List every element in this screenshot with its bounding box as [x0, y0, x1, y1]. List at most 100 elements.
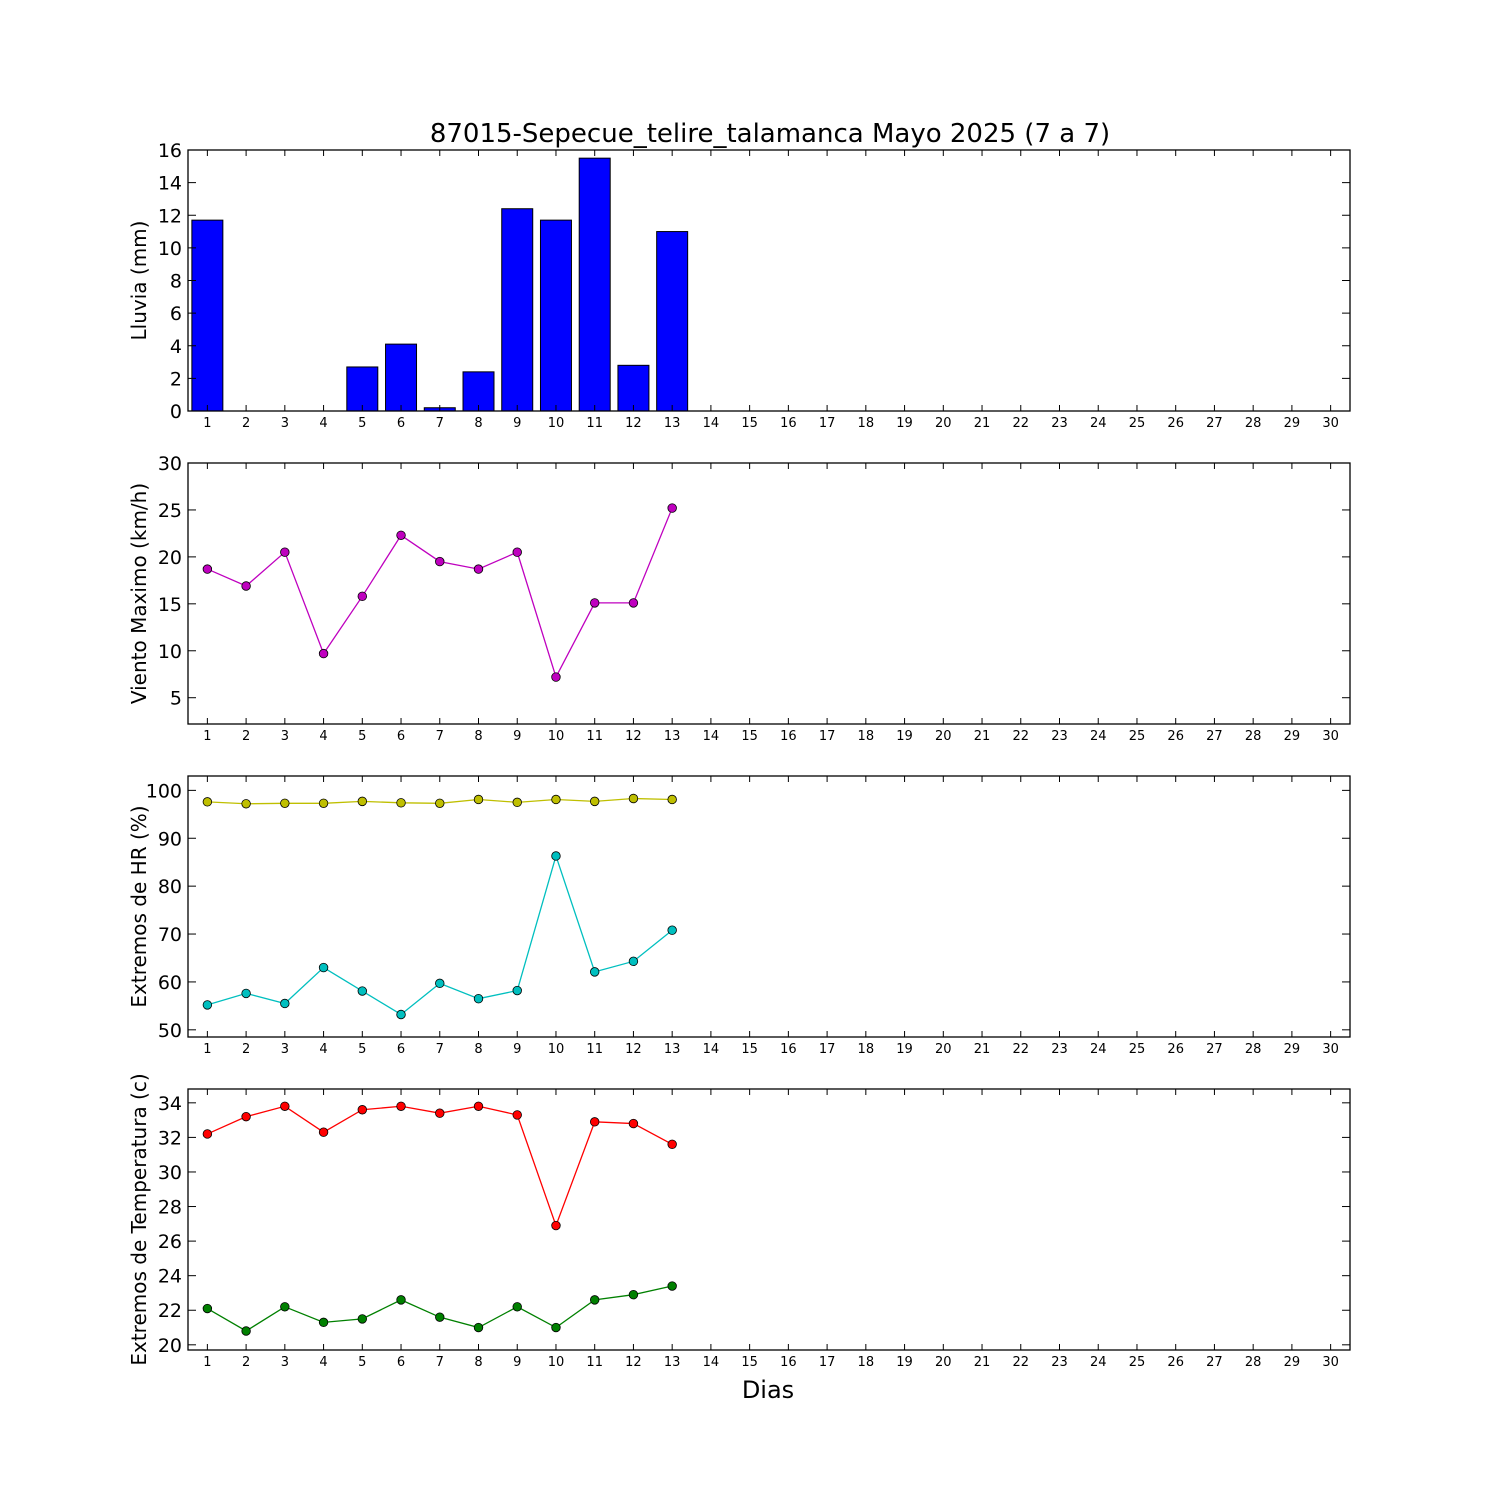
x-tick-label: 11: [586, 729, 603, 744]
x-tick-label: 15: [741, 729, 758, 744]
data-point: [357, 796, 368, 807]
x-tick-label: 5: [358, 1042, 366, 1057]
x-tick-label: 9: [513, 729, 521, 744]
x-tick-label: 14: [703, 1042, 720, 1057]
bar: [501, 208, 534, 412]
x-tick-label: 13: [664, 729, 681, 744]
data-point: [473, 564, 484, 574]
x-tick-label: 10: [548, 1355, 565, 1370]
y-tick-label: 100: [146, 780, 182, 802]
data-point: [628, 598, 639, 608]
data-point: [396, 1101, 406, 1111]
data-point: [551, 1220, 561, 1231]
data-point: [590, 796, 600, 807]
series-1: [202, 503, 677, 682]
series-2: [202, 851, 677, 1020]
data-point: [628, 1118, 639, 1129]
data-point: [590, 598, 600, 608]
x-tick-label: 5: [358, 729, 366, 744]
x-tick-label: 8: [474, 1042, 482, 1057]
x-tick-label: 29: [1284, 416, 1301, 431]
x-tick-label: 16: [780, 416, 797, 431]
x-tick-label: 4: [319, 1042, 327, 1057]
x-tick-label: 1: [203, 1042, 211, 1057]
data-point: [202, 797, 213, 807]
x-tick-label: 25: [1129, 416, 1146, 431]
x-tick-label: 7: [436, 729, 444, 744]
data-point: [512, 1110, 522, 1120]
data-point: [202, 564, 213, 574]
x-tick-label: 27: [1206, 1042, 1223, 1057]
x-tick-label: 8: [474, 1355, 482, 1370]
x-axis-label: Dias: [742, 1376, 794, 1404]
data-point: [396, 1295, 406, 1305]
series-1: [202, 1101, 677, 1231]
y-tick-label: 30: [158, 1162, 182, 1184]
data-point: [318, 962, 329, 973]
y-tick-label: 60: [158, 972, 182, 994]
x-tick-label: 18: [858, 729, 875, 744]
y-tick-label: 26: [158, 1231, 182, 1253]
data-point: [396, 1009, 406, 1020]
data-point: [280, 1302, 290, 1312]
y-tick-label: 28: [158, 1197, 182, 1219]
x-tick-label: 29: [1284, 729, 1301, 744]
data-point: [667, 503, 677, 513]
bar: [346, 366, 379, 412]
data-point: [512, 1302, 522, 1312]
data-point: [202, 1303, 213, 1314]
x-tick-label: 30: [1322, 1042, 1339, 1057]
x-tick-label: 14: [703, 416, 720, 431]
x-tick-label: 10: [548, 416, 565, 431]
data-point: [435, 1108, 445, 1118]
data-point: [318, 1317, 329, 1328]
x-tick-label: 21: [974, 416, 991, 431]
x-tick-label: 19: [896, 1042, 913, 1057]
x-tick-label: 12: [625, 416, 642, 431]
x-tick-label: 21: [974, 1042, 991, 1057]
x-tick-label: 4: [319, 1355, 327, 1370]
x-tick-label: 1: [203, 1355, 211, 1370]
x-tick-label: 19: [896, 416, 913, 431]
plot-frame: [187, 462, 1351, 725]
x-tick-label: 24: [1090, 1355, 1107, 1370]
x-tick-label: 4: [319, 416, 327, 431]
y-tick-label: 10: [158, 238, 182, 260]
data-point: [590, 967, 600, 977]
data-point: [357, 1105, 368, 1115]
x-tick-label: 30: [1322, 416, 1339, 431]
x-tick-label: 2: [242, 1042, 250, 1057]
x-tick-label: 2: [242, 416, 250, 431]
x-tick-label: 17: [819, 1355, 836, 1370]
x-tick-label: 20: [935, 729, 952, 744]
series-1: [202, 793, 677, 809]
x-tick-label: 19: [896, 1355, 913, 1370]
x-tick-label: 27: [1206, 416, 1223, 431]
data-point: [202, 1000, 213, 1010]
data-point: [435, 798, 445, 809]
data-point: [396, 798, 406, 808]
x-tick-label: 1: [203, 416, 211, 431]
data-point: [202, 1129, 213, 1139]
x-tick-label: 20: [935, 1355, 952, 1370]
x-tick-label: 29: [1284, 1042, 1301, 1057]
data-point: [512, 985, 522, 996]
data-point: [590, 1295, 600, 1305]
y-tick-label: 8: [170, 271, 182, 293]
y-tick-label: 30: [158, 453, 182, 475]
data-point: [280, 1101, 290, 1111]
y-tick-label: 90: [158, 828, 182, 850]
data-point: [357, 986, 368, 996]
x-tick-label: 28: [1245, 729, 1262, 744]
data-point: [667, 1139, 677, 1150]
x-tick-label: 22: [1012, 729, 1029, 744]
bar: [385, 343, 418, 412]
data-point: [473, 1322, 484, 1333]
x-tick-label: 18: [858, 416, 875, 431]
x-tick-label: 17: [819, 729, 836, 744]
data-point: [318, 648, 329, 659]
data-point: [667, 794, 677, 805]
x-tick-label: 21: [974, 1355, 991, 1370]
